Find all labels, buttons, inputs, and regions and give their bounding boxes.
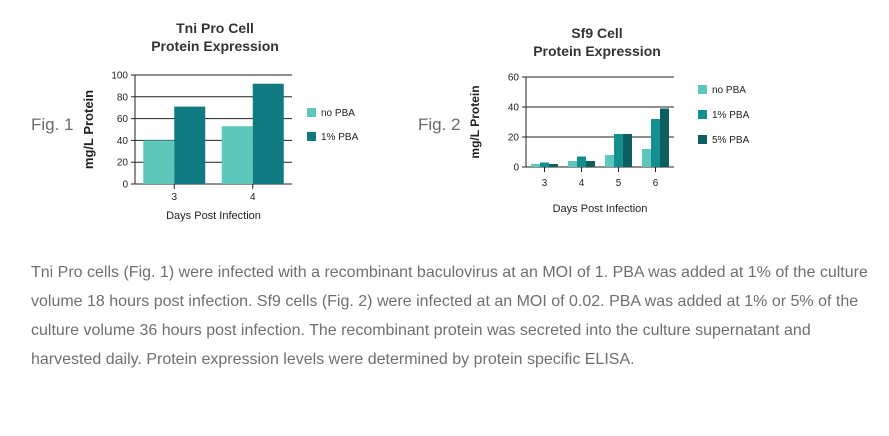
- fig1-legend-label: no PBA: [321, 108, 355, 119]
- fig2-x-tick-label: 5: [616, 178, 622, 189]
- fig2-y-axis-label: mg/L Protein: [468, 85, 482, 158]
- fig1-bar: [174, 106, 206, 184]
- fig2-title-line: Sf9 Cell: [571, 25, 622, 41]
- fig1-label: Fig. 1: [31, 115, 74, 134]
- fig2-bar: [614, 134, 623, 167]
- fig1-y-tick-label: 20: [117, 158, 129, 169]
- fig2-bar: [568, 161, 577, 167]
- fig1-y-tick-label: 80: [117, 92, 129, 103]
- fig2-bar: [586, 161, 595, 167]
- fig2-title-line: Protein Expression: [533, 43, 661, 59]
- fig1-x-tick-label: 4: [250, 192, 256, 203]
- fig2-legend-swatch: [698, 85, 707, 94]
- fig1-title-line: Protein Expression: [151, 38, 279, 54]
- fig2-legend-swatch: [698, 135, 707, 144]
- fig2-legend-label: 1% PBA: [712, 110, 750, 121]
- fig1-y-tick-label: 0: [122, 180, 128, 191]
- fig2-legend-label: 5% PBA: [712, 135, 750, 146]
- fig1-chart: Tni Pro Cell Protein Expression 0 20 40 60 80 1…: [80, 14, 380, 229]
- fig2-bar: [660, 108, 669, 167]
- fig1-legend-swatch: [307, 132, 316, 141]
- fig2-bar: [531, 164, 540, 167]
- fig2-y-tick-label: 20: [508, 133, 520, 144]
- fig2-chart-svg: Sf9 Cell Protein Expression 0 20 40 60 3 4 5 6 Day…: [468, 25, 750, 215]
- fig2-bar: [549, 164, 558, 167]
- fig1-bar: [143, 140, 175, 184]
- fig2-x-tick-label: 3: [542, 178, 548, 189]
- fig2-x-tick-label: 6: [653, 178, 659, 189]
- fig1-bar: [221, 126, 253, 184]
- fig1-bar: [252, 83, 284, 184]
- fig2-y-tick-label: 40: [508, 103, 520, 114]
- fig1-chart-svg: Tni Pro Cell Protein Expression 0 20 40 60 80 1…: [81, 20, 359, 222]
- fig1-legend-swatch: [307, 108, 316, 117]
- fig1-y-axis-label: mg/L Protein: [81, 90, 96, 169]
- fig2-legend-label: no PBA: [712, 85, 746, 96]
- fig2-label: Fig. 2: [418, 115, 461, 134]
- fig1-x-tick-label: 3: [171, 192, 177, 203]
- fig2-bar: [605, 155, 614, 167]
- fig2-legend-swatch: [698, 110, 707, 119]
- fig2-bar: [540, 162, 549, 167]
- fig1-y-tick-label: 40: [117, 136, 129, 147]
- fig2-x-axis-label: Days Post Infection: [553, 203, 648, 215]
- fig1-x-axis-label: Days Post Infection: [166, 210, 261, 222]
- fig2-chart: Sf9 Cell Protein Expression 0 20 40 60 3 4 5 6 Day…: [466, 24, 776, 224]
- fig2-bar: [651, 119, 660, 167]
- fig1-title-line: Tni Pro Cell: [176, 20, 254, 36]
- figure-caption: Tni Pro cells (Fig. 1) were infected wit…: [31, 264, 868, 368]
- figures-area: Fig. 1 Tni Pro Cell Protein Expression 0 20…: [31, 14, 776, 229]
- fig2-y-tick-label: 0: [513, 163, 519, 174]
- fig2-y-tick-label: 60: [508, 73, 520, 84]
- fig2-bar: [642, 149, 651, 167]
- fig2-x-tick-label: 4: [579, 178, 585, 189]
- fig1-y-tick-label: 60: [117, 114, 129, 125]
- fig1-legend-label: 1% PBA: [321, 132, 359, 143]
- fig1-y-tick-label: 100: [111, 71, 128, 82]
- fig2-bar: [577, 156, 586, 167]
- fig2-bar: [623, 134, 632, 167]
